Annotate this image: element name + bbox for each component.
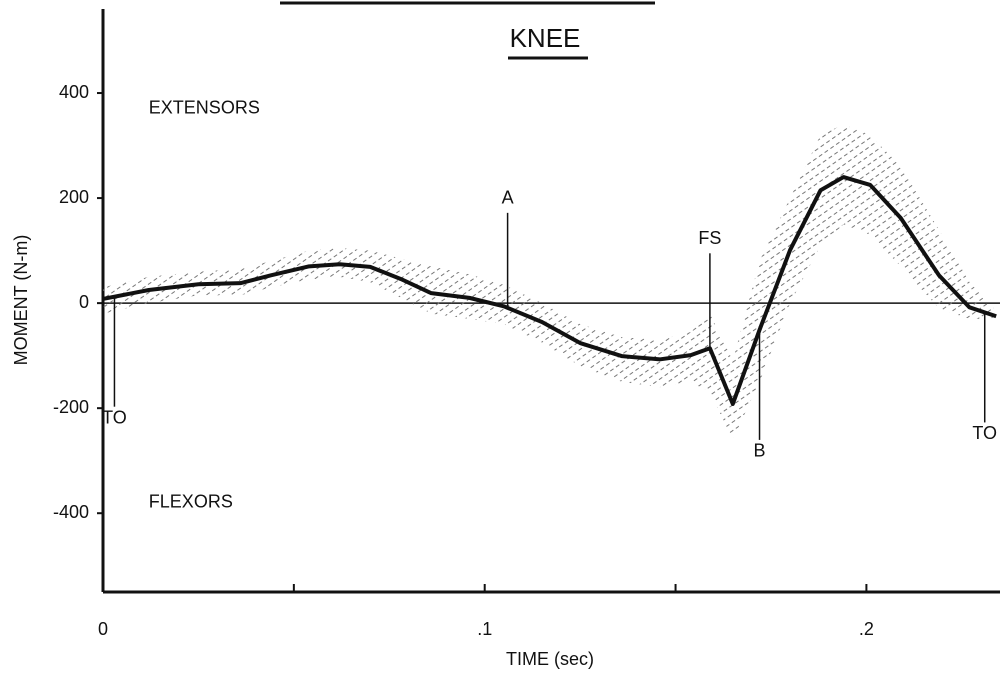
y-tick-label: -400 <box>53 502 89 522</box>
event-label: TO <box>972 423 997 443</box>
y-tick-label: 400 <box>59 82 89 102</box>
y-axis-label: MOMENT (N-m) <box>11 235 31 366</box>
x-tick-label: .2 <box>859 619 874 639</box>
y-tick-label: -200 <box>53 397 89 417</box>
x-tick-label: .1 <box>477 619 492 639</box>
variability-band <box>103 124 997 440</box>
annotation: EXTENSORS <box>149 98 260 118</box>
x-axis-label: TIME (sec) <box>506 649 594 669</box>
event-label: A <box>502 188 514 208</box>
y-tick-label: 0 <box>79 292 89 312</box>
event-label: B <box>754 441 766 461</box>
event-label: TO <box>102 407 127 427</box>
annotation: FLEXORS <box>149 491 233 511</box>
chart-title: KNEE <box>510 23 581 53</box>
y-tick-label: 200 <box>59 187 89 207</box>
event-label: FS <box>698 228 721 248</box>
x-tick-label: 0 <box>98 619 108 639</box>
mean-line <box>102 175 997 406</box>
